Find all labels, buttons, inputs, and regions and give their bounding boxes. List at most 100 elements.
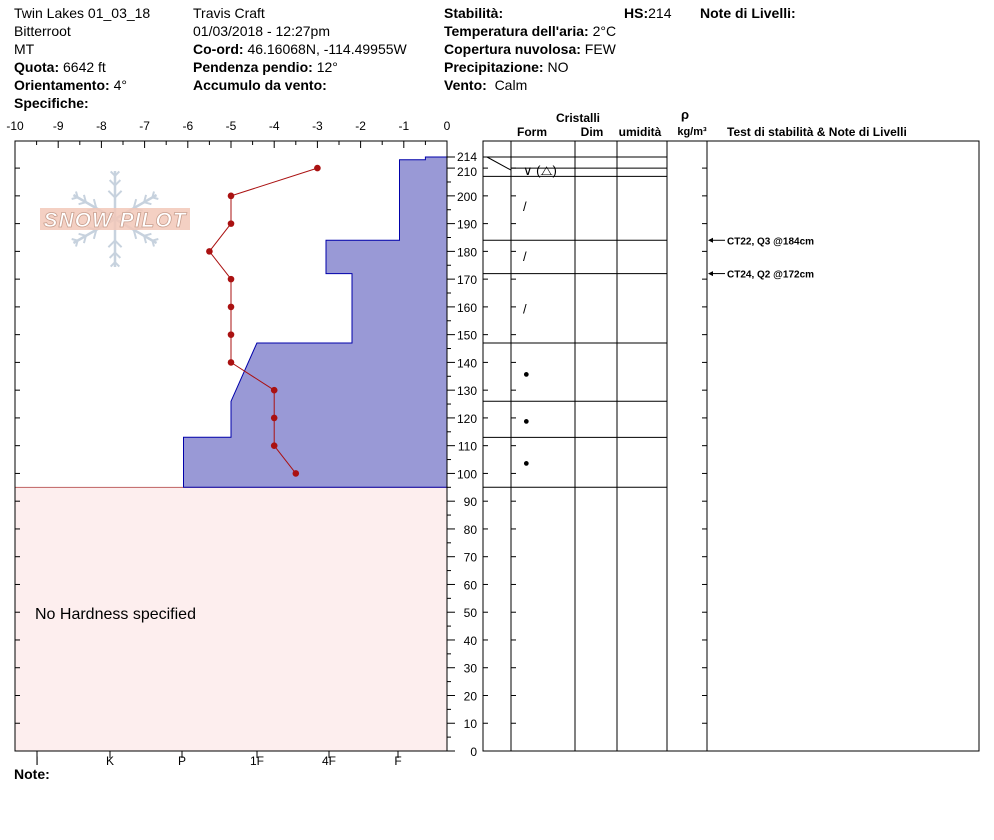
depth-tick-label: 160 <box>457 301 477 315</box>
depth-tick-label: 30 <box>464 662 478 676</box>
precip-label: Precipitazione: <box>444 59 544 75</box>
snowflake-branch <box>108 251 116 259</box>
temperature-line <box>208 167 318 474</box>
coord-value: 46.16068N, -114.49955W <box>247 41 407 57</box>
temperature-point <box>227 303 235 311</box>
aspect-value: 4° <box>113 77 127 93</box>
snowflake-branch <box>152 196 159 200</box>
snowflake-branch <box>151 191 155 198</box>
temperature-tick-label: -6 <box>182 119 193 133</box>
depth-tick-label: 110 <box>458 440 477 454</box>
snowflake-branch <box>71 238 78 242</box>
temperature-point <box>227 359 235 366</box>
depth-tick-label: 0 <box>470 745 477 759</box>
temperature-tick-label: -8 <box>96 119 107 133</box>
table-border <box>482 140 980 752</box>
temperature-profile <box>206 164 321 477</box>
snowflake-branch <box>78 232 87 237</box>
temperature-tick-label: -5 <box>226 119 237 133</box>
snowflake-branch <box>143 201 152 206</box>
depth-tick-label: 70 <box>464 551 478 565</box>
temperature-point <box>292 470 300 477</box>
snow-height: HS:214 <box>624 4 671 22</box>
snowflake-branch <box>143 194 148 203</box>
coord-label: Co-ord: <box>193 41 244 57</box>
snowpilot-logo: SNOW PILOT <box>40 170 190 268</box>
elevation: Quota: 6642 ft <box>14 58 106 76</box>
temperature-tick-label: -1 <box>398 119 409 133</box>
tests-header: Test di stabilità & Note di Livelli <box>727 125 907 139</box>
depth-tick-label: 100 <box>457 467 477 481</box>
wind-loading-label: Accumulo da vento: <box>193 77 327 93</box>
slope-label: Pendenza pendio: <box>193 59 313 75</box>
temperature-point <box>227 331 235 338</box>
hs-value: 214 <box>648 5 672 21</box>
layer-form-symbol: / <box>523 302 527 317</box>
depth-tick-label: 120 <box>457 412 477 426</box>
temperature-point <box>270 442 278 449</box>
layer-form-symbol: ● <box>523 416 530 428</box>
snowflake-branch <box>114 239 123 248</box>
snowflake-branch <box>92 229 98 240</box>
depth-tick-label: 170 <box>457 273 477 287</box>
precipitation: Precipitazione: NO <box>444 58 568 76</box>
hardness-polygon <box>183 156 448 488</box>
state: MT <box>14 41 35 57</box>
snowflake-branch <box>82 235 87 244</box>
depth-tick-label: 90 <box>464 495 478 509</box>
layer-notes-label: Note di Livelli: <box>700 5 796 21</box>
size-header: Dim <box>581 125 604 139</box>
temperature-point <box>314 164 321 172</box>
aspect-label: Orientamento: <box>14 77 110 93</box>
snowflake-branch <box>114 261 121 268</box>
slope-value: 12° <box>316 59 338 75</box>
crystals-header: Cristalli <box>556 111 600 125</box>
depth-tick-label: 130 <box>457 384 477 398</box>
layer-form-symbol: ● <box>523 369 530 381</box>
snowflake-branch <box>107 239 116 248</box>
observer-name: Travis Craft <box>193 5 265 21</box>
wind-value: Calm <box>494 77 528 93</box>
snowflake-branch <box>114 170 121 177</box>
temperature-point <box>227 220 235 227</box>
snowflake-branch <box>143 232 152 237</box>
temperature-tick-label: -9 <box>53 119 64 133</box>
moisture-header: umidità <box>619 125 662 139</box>
temperature-tick-label: 0 <box>444 119 451 133</box>
density-unit-header: kg/m³ <box>677 126 707 138</box>
snowflake-branch <box>132 229 138 240</box>
temperature-tick-label: -3 <box>312 119 323 133</box>
depth-tick-label: 60 <box>464 578 478 592</box>
snowflake-branch <box>143 235 148 244</box>
depth-tick-label: 190 <box>457 218 477 232</box>
wind-label: Vento: <box>444 77 487 93</box>
snowflake-branch <box>114 179 122 187</box>
elevation-label: Quota: <box>14 59 60 75</box>
air-temp-label: Temperatura dell'aria: <box>444 23 589 39</box>
air-temp-value: 2°C <box>592 23 617 39</box>
depth-tick-label: 20 <box>464 689 478 703</box>
logo-banner <box>40 208 190 230</box>
depth-tick-label: 210 <box>457 165 477 179</box>
logo-text: SNOW PILOT <box>44 209 188 232</box>
rho-header: ρ <box>681 107 689 122</box>
arrow-head-icon <box>708 237 713 243</box>
temperature-tick-label: -2 <box>355 119 366 133</box>
snowflake-branch <box>82 194 87 203</box>
arrow-head-icon <box>708 271 713 277</box>
layer-form-symbol: ● <box>523 457 530 469</box>
depth-tick-label: 40 <box>464 634 478 648</box>
specifics-label: Specifiche: <box>14 95 89 111</box>
sky-cover: Copertura nuvolosa: FEW <box>444 40 616 58</box>
no-hardness-text: No Hardness specified <box>35 606 196 623</box>
observation-datetime: 01/03/2018 - 12:27pm <box>193 23 330 39</box>
depth-tick-label: 180 <box>457 245 477 259</box>
depth-tick-label: 140 <box>457 356 477 370</box>
hardness-tick-label: I <box>35 754 38 768</box>
elevation-value: 6642 ft <box>63 59 106 75</box>
stability-test-label: CT22, Q3 @184cm <box>727 236 814 247</box>
no-hardness-region <box>14 486 448 752</box>
temperature-point <box>206 248 213 255</box>
slope: Pendenza pendio: 12° <box>193 58 338 76</box>
layer-leader <box>486 156 512 171</box>
